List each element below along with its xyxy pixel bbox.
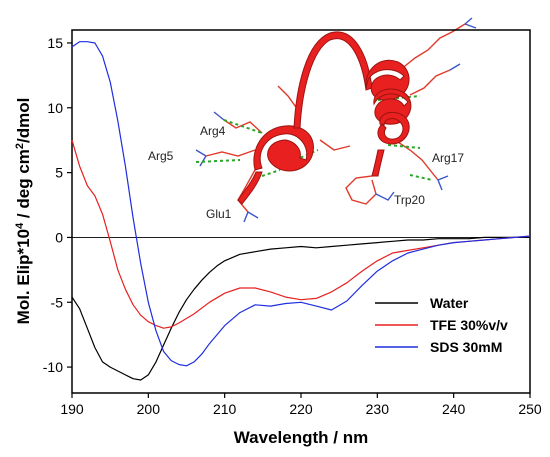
y-tick-label: 5: [55, 165, 63, 181]
series-line-2: [71, 41, 531, 367]
y-axis-title-mid: / deg cm: [14, 149, 33, 223]
x-axis-ticks: 190 200 210 220 230 240 250: [60, 393, 542, 417]
x-tick-label: 190: [60, 401, 84, 417]
y-axis-title-exp: 4: [14, 222, 26, 229]
label-glu1: Glu1: [206, 207, 232, 221]
series-lines: [71, 41, 531, 381]
y-axis-title: Mol. Elip*104 / deg cm2/dmol: [14, 98, 33, 325]
legend: Water TFE 30%v/v SDS 30mM: [375, 295, 508, 355]
x-tick-label: 240: [442, 401, 466, 417]
y-tick-label: 0: [55, 229, 63, 245]
legend-label-water: Water: [430, 295, 469, 311]
legend-label-sds: SDS 30mM: [430, 339, 502, 355]
y-tick-label: -10: [43, 359, 63, 375]
y-tick-label: 15: [47, 35, 63, 51]
y-tick-label: -5: [51, 294, 64, 310]
y-axis-title-suffix: /dmol: [14, 98, 33, 143]
legend-label-tfe: TFE 30%v/v: [430, 317, 508, 333]
side-chain-sticks: [195, 17, 477, 223]
y-axis-title-exp2: 2: [14, 143, 26, 149]
x-tick-label: 210: [213, 401, 237, 417]
label-arg4: Arg4: [200, 124, 226, 138]
x-tick-label: 200: [137, 401, 161, 417]
x-tick-label: 230: [366, 401, 390, 417]
y-axis-title-prefix: Mol. Elip*10: [14, 229, 33, 324]
peptide-ribbon: [237, 31, 412, 205]
label-arg17: Arg17: [432, 151, 464, 165]
label-trp20: Trp20: [394, 193, 425, 207]
y-axis-ticks: -10 -5 0 5 10 15: [43, 35, 72, 375]
series-line-0: [71, 236, 530, 381]
label-arg5: Arg5: [148, 149, 174, 163]
y-tick-label: 10: [47, 100, 63, 116]
x-axis-title: Wavelength / nm: [234, 428, 368, 447]
x-tick-label: 250: [518, 401, 542, 417]
peptide-structure-inset: Arg4 Arg5 Glu1 Arg17 Trp20: [148, 17, 477, 223]
x-tick-label: 220: [289, 401, 313, 417]
